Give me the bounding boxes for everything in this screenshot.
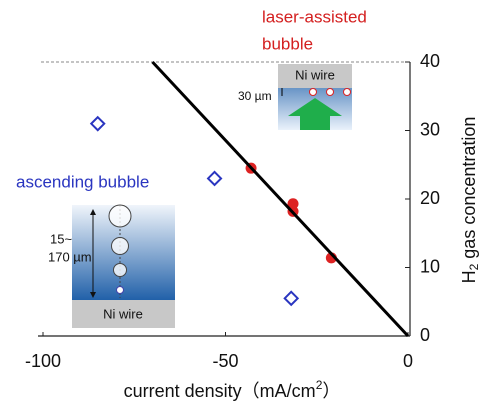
chart: 0 10 20 30 40 -100 -50 0 Ni wire 30 µm Ni wire … bbox=[0, 0, 487, 405]
wire-label: Ni wire bbox=[103, 306, 143, 321]
point bbox=[285, 292, 298, 305]
page: 0 10 20 30 40 -100 -50 0 Ni wire 30 µm Ni wire … bbox=[0, 0, 487, 410]
bubble-icon bbox=[112, 238, 129, 255]
bubble-icon bbox=[109, 205, 131, 227]
y-label-main: H bbox=[459, 270, 479, 283]
y-tick-label: 30 bbox=[420, 119, 440, 139]
y-tick-label: 20 bbox=[420, 188, 440, 208]
x-label-end: ） bbox=[322, 381, 340, 401]
point bbox=[208, 172, 221, 185]
annotation: bubble bbox=[262, 34, 313, 53]
y-tick-label: 40 bbox=[420, 51, 440, 71]
annotation: ascending bubble bbox=[16, 172, 149, 191]
bubble-icon bbox=[114, 264, 127, 277]
inset-laser: Ni wire 30 µm bbox=[238, 64, 352, 130]
bubble-icon bbox=[117, 287, 124, 294]
y-axis-label: H2 gas concentration bbox=[459, 117, 481, 284]
x-tick-label: -100 bbox=[25, 351, 61, 371]
size-label: 170 µm bbox=[48, 249, 92, 264]
x-label-main: current density（mA/cm bbox=[124, 381, 316, 401]
size-label: 15~ bbox=[50, 231, 72, 246]
wire-label: Ni wire bbox=[295, 67, 335, 82]
annotation: laser-assisted bbox=[262, 7, 367, 26]
size-label: 30 µm bbox=[238, 89, 272, 103]
inset-ascending: Ni wire 15~ 170 µm bbox=[48, 205, 175, 328]
y-label-rest: gas concentration bbox=[459, 117, 479, 264]
bubble-icon bbox=[344, 89, 351, 96]
bubble-icon bbox=[327, 89, 334, 96]
x-tick-label: 0 bbox=[403, 351, 413, 371]
x-tick-label: -50 bbox=[212, 351, 238, 371]
y-tick-label: 0 bbox=[420, 325, 430, 345]
x-axis-label: current density（mA/cm2） bbox=[124, 378, 341, 401]
y-tick-label: 10 bbox=[420, 256, 440, 276]
bubble-icon bbox=[310, 89, 317, 96]
point bbox=[91, 117, 104, 130]
